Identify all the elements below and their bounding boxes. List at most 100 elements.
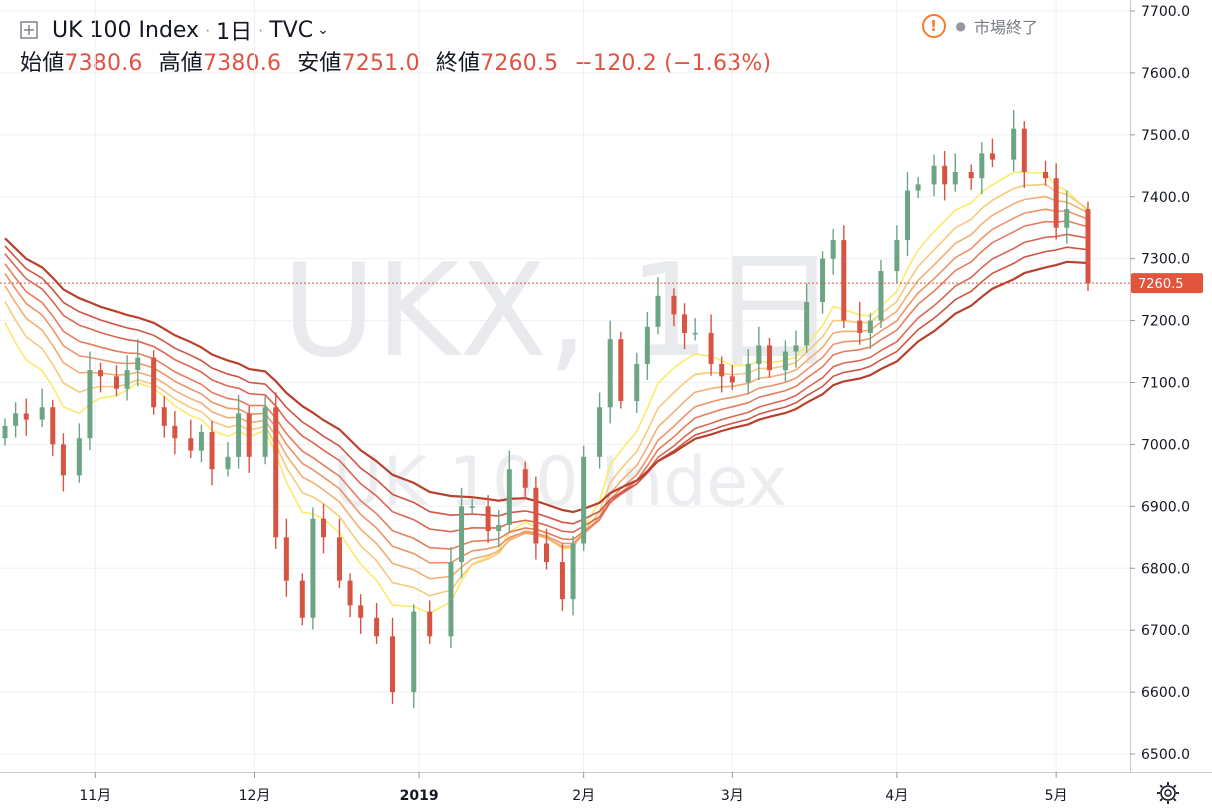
symbol-row: UK 100 Index · 1日 · TVC ⌄ bbox=[20, 14, 329, 46]
candle-body bbox=[581, 456, 587, 544]
time-tick-label: 4月 bbox=[885, 788, 908, 804]
candle-body bbox=[161, 407, 167, 426]
candle-body bbox=[374, 617, 380, 637]
price-tick-label: 6700.0 bbox=[1141, 623, 1190, 639]
low-value: 7251.0 bbox=[341, 51, 420, 76]
candle-body bbox=[273, 407, 279, 538]
ohlc-row: 始値7380.6 高値7380.6 安値7251.0 終値7260.5 −120.2 (… bbox=[20, 45, 771, 77]
price-tick-label: 6900.0 bbox=[1141, 499, 1190, 515]
candle-body bbox=[23, 413, 29, 420]
candle-body bbox=[198, 432, 204, 451]
candle-body bbox=[857, 320, 863, 333]
time-tick-label: 12月 bbox=[239, 788, 271, 804]
candle-body bbox=[358, 605, 364, 618]
interval-label[interactable]: 1日 bbox=[216, 20, 253, 45]
candle-body bbox=[682, 314, 688, 333]
candle-body bbox=[113, 376, 119, 389]
candle-body bbox=[76, 438, 82, 476]
high-label: 高値 bbox=[158, 51, 203, 76]
time-tick-label: 3月 bbox=[721, 788, 744, 804]
candle-body bbox=[411, 611, 417, 693]
candle-body bbox=[135, 357, 141, 371]
candle-body bbox=[1053, 178, 1059, 228]
price-tick-label: 6800.0 bbox=[1141, 561, 1190, 577]
candle-body bbox=[496, 524, 502, 532]
candle-body bbox=[50, 407, 56, 445]
candle-body bbox=[390, 636, 396, 693]
candle-body bbox=[506, 469, 512, 525]
chart-header: UK 100 Index · 1日 · TVC ⌄ 始値7380.6 高値7380… bbox=[0, 0, 1130, 77]
candle-body bbox=[931, 165, 937, 185]
candle-body bbox=[469, 506, 475, 508]
expand-icon[interactable] bbox=[20, 21, 38, 39]
candle-body bbox=[225, 456, 231, 470]
candle-body bbox=[841, 240, 847, 321]
candle-body bbox=[246, 413, 252, 457]
candle-body bbox=[878, 271, 884, 321]
candle-body bbox=[98, 370, 104, 377]
candle-body bbox=[459, 506, 465, 563]
price-axis[interactable]: 6500.0 6600.0 6700.0 6800.0 6900.0 7000.0 7100… bbox=[1130, 4, 1190, 763]
candle-body bbox=[39, 407, 45, 420]
candle-body bbox=[634, 363, 640, 402]
candle-body bbox=[1011, 128, 1017, 160]
separator-dot: · bbox=[258, 20, 264, 40]
candle-body bbox=[655, 295, 661, 327]
high-value: 7380.6 bbox=[203, 51, 282, 76]
candle-body bbox=[942, 165, 948, 185]
symbol-title[interactable]: UK 100 Index bbox=[52, 17, 200, 43]
settings-icon[interactable] bbox=[1157, 782, 1179, 804]
ma-line bbox=[4, 233, 1089, 534]
chevron-down-icon[interactable]: ⌄ bbox=[317, 22, 329, 38]
candle-body bbox=[188, 438, 194, 451]
close-label: 終値 bbox=[435, 51, 481, 76]
candle-body bbox=[644, 326, 650, 364]
price-tick-label: 7300.0 bbox=[1141, 252, 1190, 268]
price-tick-label: 7400.0 bbox=[1141, 190, 1190, 206]
grid bbox=[0, 0, 1130, 772]
low-label: 安値 bbox=[297, 51, 342, 76]
candle-body bbox=[804, 302, 810, 346]
candle-body bbox=[533, 487, 539, 544]
candle-body bbox=[1021, 128, 1027, 172]
candle-body bbox=[544, 543, 549, 563]
candle-body bbox=[867, 320, 873, 333]
candle-body bbox=[2, 425, 8, 439]
change-value: −120.2 (−1.63%) bbox=[574, 51, 772, 76]
alert-icon[interactable]: ! bbox=[921, 14, 946, 38]
candle-body bbox=[262, 407, 268, 457]
candle-body bbox=[124, 370, 130, 389]
candle-body bbox=[347, 580, 353, 606]
candle-body bbox=[894, 240, 900, 272]
candle-body bbox=[236, 413, 242, 457]
candle-body bbox=[485, 506, 491, 532]
candle-body bbox=[820, 258, 826, 303]
candle-body bbox=[830, 240, 836, 259]
candle-body bbox=[607, 339, 613, 408]
open-value: 7380.6 bbox=[64, 51, 143, 76]
candle-body bbox=[915, 184, 921, 191]
close-value: 7260.5 bbox=[480, 51, 559, 76]
candle-body bbox=[708, 332, 714, 364]
candle-body bbox=[1064, 209, 1070, 228]
price-tick-label: 6500.0 bbox=[1141, 747, 1190, 763]
candle-body bbox=[283, 537, 289, 581]
candle-body bbox=[310, 518, 316, 618]
market-status[interactable]: ! ● 市場終了 bbox=[921, 14, 1038, 38]
price-tick-label: 7100.0 bbox=[1141, 376, 1190, 392]
separator-dot: · bbox=[205, 20, 211, 40]
candle-body bbox=[979, 153, 985, 179]
exchange-label[interactable]: TVC bbox=[269, 17, 314, 43]
candle-body bbox=[745, 363, 751, 383]
candle-body bbox=[336, 537, 342, 581]
candle-body bbox=[597, 407, 603, 457]
candle-body bbox=[989, 153, 995, 160]
price-tick-label: 7500.0 bbox=[1141, 128, 1190, 144]
candle-body bbox=[671, 295, 677, 315]
time-axis[interactable]: 11月 12月 2019 2月 3月 4月 5月 bbox=[79, 772, 1068, 804]
candle-body bbox=[559, 562, 565, 600]
candlesticks bbox=[2, 110, 1091, 709]
candle-body bbox=[60, 444, 66, 476]
price-tick-label: 7700.0 bbox=[1141, 4, 1190, 20]
